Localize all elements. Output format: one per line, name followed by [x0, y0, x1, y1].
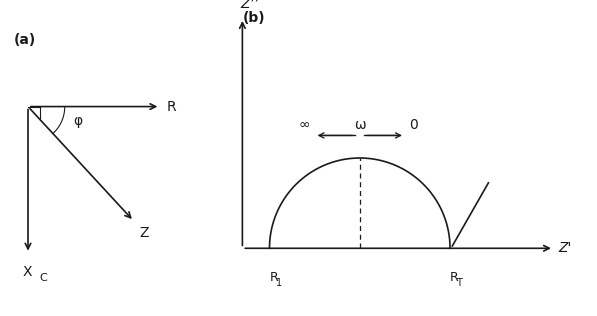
Text: X: X — [22, 265, 32, 279]
Text: Z: Z — [140, 226, 149, 240]
Text: Z’’: Z’’ — [240, 0, 259, 11]
Text: R: R — [166, 100, 176, 113]
Text: 0: 0 — [410, 118, 418, 132]
Text: φ: φ — [73, 114, 83, 128]
Text: ∞: ∞ — [298, 118, 310, 132]
Text: ω: ω — [354, 118, 365, 132]
Text: C: C — [40, 273, 48, 283]
Text: T: T — [456, 278, 462, 288]
Text: 1: 1 — [276, 278, 282, 288]
Text: (b): (b) — [242, 11, 265, 25]
Text: (a): (a) — [13, 33, 36, 47]
Text: Z': Z' — [558, 241, 572, 255]
Text: R: R — [269, 271, 278, 284]
Text: R: R — [450, 271, 459, 284]
